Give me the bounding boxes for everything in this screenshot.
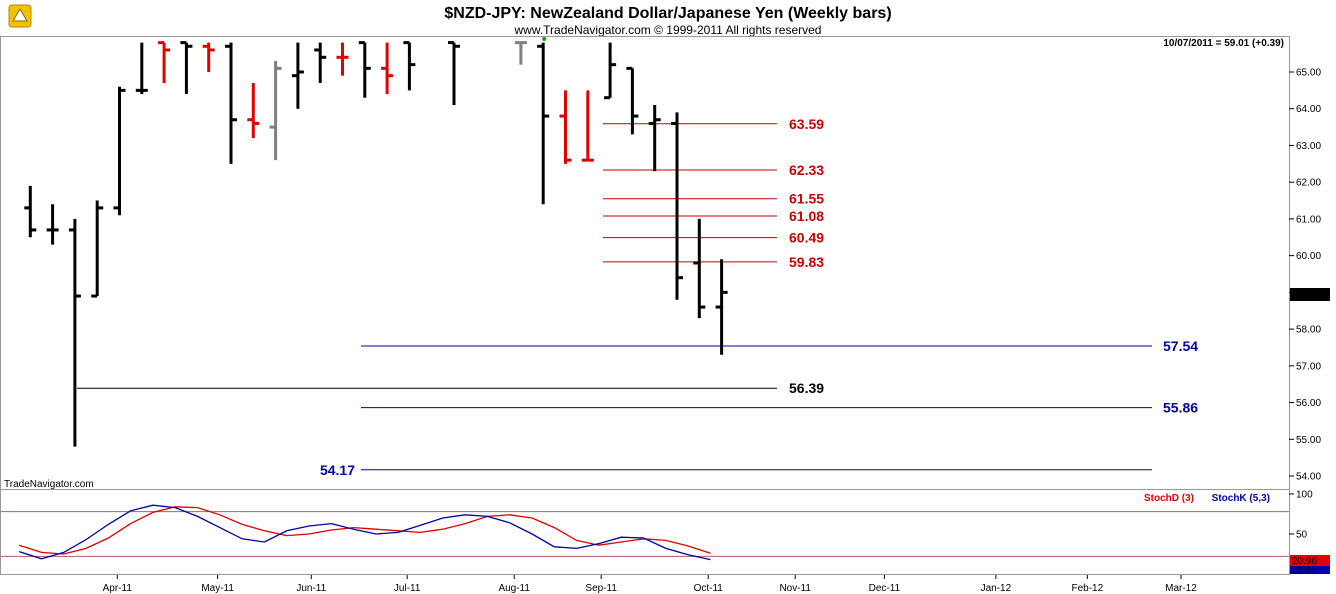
x-tick-label: Nov-11 <box>779 583 811 594</box>
x-tick-label: Oct-11 <box>694 583 724 594</box>
support-level-label: 54.17 <box>320 462 355 478</box>
x-tick-label: Jan-12 <box>981 583 1012 594</box>
price-tick-label: 56.00 <box>1296 398 1321 409</box>
ohlc-bar <box>336 42 349 76</box>
x-axis: Apr-11 May-11 Jun-11 Jul-11 Aug-11 Sep-11 Oct-… <box>103 575 1197 594</box>
fib-level-label: 61.55 <box>789 191 824 207</box>
price-tick-label: 54.00 <box>1296 472 1321 483</box>
oscillator-tick-label: 100 <box>1296 490 1313 501</box>
ohlc-bar <box>113 86 126 216</box>
oscillator-panel-border <box>0 489 1290 575</box>
ohlc-bar <box>715 259 728 355</box>
price-tick-label: 58.00 <box>1296 325 1321 336</box>
ohlc-bar <box>537 42 550 205</box>
ohlc-bar <box>158 41 171 84</box>
x-tick-label: Jul-11 <box>394 583 421 594</box>
stochk-value-marker <box>1290 566 1330 574</box>
ohlc-bar <box>269 60 282 161</box>
price-tick-label: 63.00 <box>1296 141 1321 152</box>
price-tick-label: 64.00 <box>1296 104 1321 115</box>
ohlc-bar <box>24 185 37 238</box>
stochd-value-label: 20.96 <box>1292 556 1317 567</box>
support-level-label: 57.54 <box>1163 338 1198 354</box>
chart-title: $NZD-JPY: NewZealand Dollar/Japanese Yen… <box>444 5 891 22</box>
x-tick-label: Apr-11 <box>103 583 133 594</box>
price-tick-label: 61.00 <box>1296 214 1321 225</box>
ohlc-bar <box>448 41 460 106</box>
last-price-marker <box>1290 288 1330 301</box>
watermark: TradeNavigator.com <box>4 479 94 490</box>
ohlc-bar <box>225 42 237 164</box>
x-tick-label: Dec-11 <box>869 583 901 594</box>
price-tick-label: 62.00 <box>1296 178 1321 189</box>
trade-navigator-logo <box>8 4 32 28</box>
ohlc-bar <box>604 42 617 100</box>
stochd-legend: StochD (3) <box>1144 493 1194 504</box>
x-tick-label: Feb-12 <box>1071 583 1103 594</box>
x-tick-label: Aug-11 <box>498 583 530 594</box>
ohlc-bar <box>314 42 327 84</box>
price-tick-label: 55.00 <box>1296 435 1321 446</box>
ohlc-bar <box>559 90 572 164</box>
price-panel-border <box>0 36 1290 490</box>
price-tick-label: 60.00 <box>1296 251 1321 262</box>
new-high-marker <box>542 37 547 41</box>
x-tick-label: Jun-11 <box>296 583 326 594</box>
ohlc-bar <box>46 204 59 245</box>
ohlc-bar <box>671 112 683 300</box>
stochk-legend: StochK (5,3) <box>1212 493 1270 504</box>
fib-level-label: 61.08 <box>789 208 824 224</box>
ohlc-bar <box>626 66 639 135</box>
price-tick-label: 57.00 <box>1296 361 1321 372</box>
oscillator-series-line <box>18 506 711 555</box>
stochk-value-label: 11.01 <box>1292 566 1317 577</box>
x-tick-label: Sep-11 <box>585 583 617 594</box>
last-price-label: 59.01 <box>1292 291 1317 302</box>
ohlc-bar <box>381 42 394 95</box>
ohlc-bar <box>68 218 81 447</box>
fib-level-label: 59.83 <box>789 254 824 270</box>
x-tick-label: Mar-12 <box>1165 583 1197 594</box>
ohlc-bar <box>648 105 661 172</box>
oscillator-y-axis: 50 100 <box>1289 490 1313 541</box>
ohlc-bar <box>91 200 104 298</box>
stochd-value-marker <box>1290 555 1330 566</box>
oscillator-series-line <box>18 504 711 561</box>
support-level-label: 56.39 <box>789 380 824 396</box>
fib-level-label: 60.49 <box>789 230 824 246</box>
price-y-axis: 54.0055.0056.0057.0058.0059.0060.0061.00… <box>1289 68 1321 483</box>
ohlc-bar <box>358 41 371 98</box>
ohlc-bar <box>693 218 706 319</box>
stochastic-oscillator <box>1 504 1289 561</box>
ohlc-bar <box>180 41 193 95</box>
ohlc-bars <box>24 37 728 447</box>
oscillator-tick-label: 50 <box>1296 530 1308 541</box>
ohlc-bar <box>135 42 148 95</box>
fib-level-label: 63.59 <box>789 116 824 132</box>
ohlc-bar <box>247 83 260 139</box>
price-tick-label: 65.00 <box>1296 68 1321 79</box>
chart-subtitle: www.TradeNavigator.com © 1999-2011 All r… <box>514 23 822 37</box>
support-level-label: 55.86 <box>1163 400 1198 416</box>
ohlc-bar <box>403 41 416 91</box>
ohlc-bar <box>514 41 527 65</box>
fib-level-label: 62.33 <box>789 162 824 178</box>
ohlc-bar <box>581 90 594 162</box>
ohlc-bar <box>202 42 215 72</box>
info-label: 10/07/2011 = 59.01 (+0.39) <box>1163 38 1284 49</box>
x-tick-label: May-11 <box>201 583 234 594</box>
ohlc-bar <box>291 42 304 109</box>
